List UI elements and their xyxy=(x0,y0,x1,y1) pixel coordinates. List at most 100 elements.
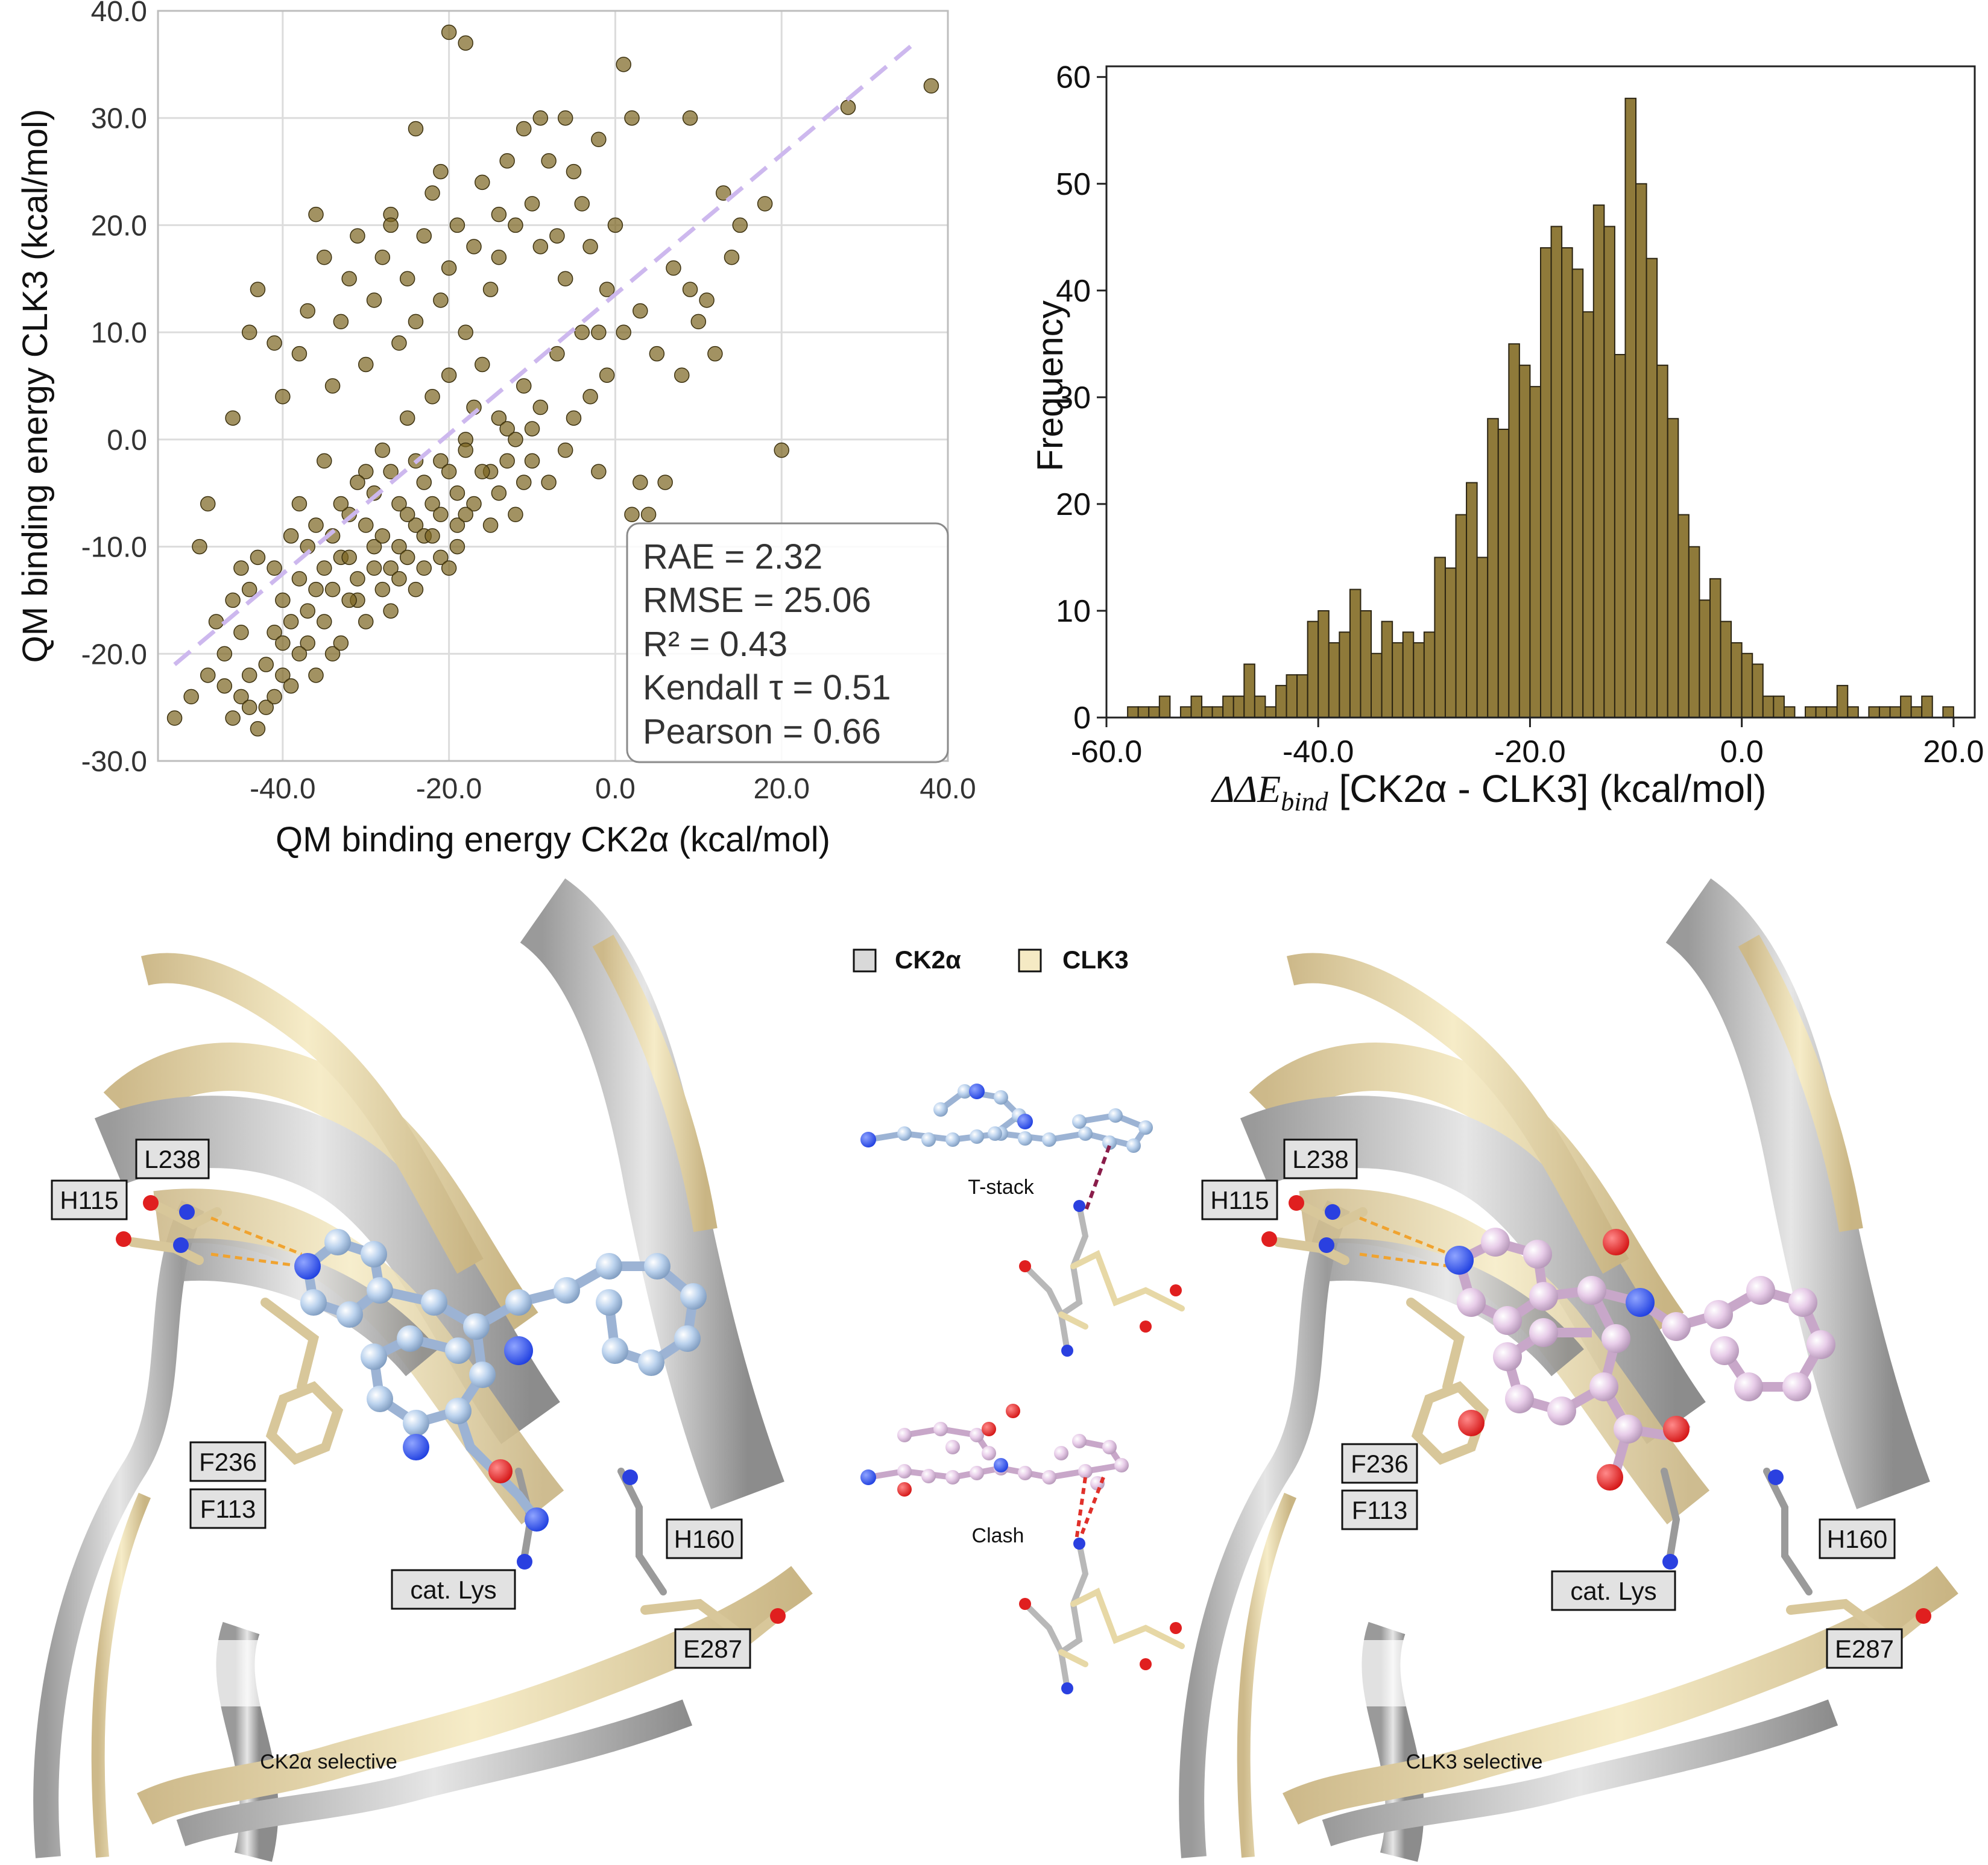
histogram-bar xyxy=(1307,620,1319,719)
histogram-y-tick-label: 20 xyxy=(1056,487,1091,522)
scatter-points xyxy=(166,24,939,737)
scatter-y-tick-label: 10.0 xyxy=(91,317,147,349)
histogram-x-tick-label: -20.0 xyxy=(1494,734,1566,769)
histogram-bar xyxy=(1434,557,1446,718)
scatter-point xyxy=(541,475,557,490)
scatter-point xyxy=(275,635,291,651)
scatter-point xyxy=(166,710,183,726)
scatter-point xyxy=(458,506,473,523)
left-caption: CK2α selective xyxy=(260,1750,397,1773)
histogram-bar xyxy=(1635,183,1647,718)
histogram-bar xyxy=(1317,610,1330,718)
scatter-point xyxy=(208,614,224,630)
scatter-point xyxy=(374,442,391,458)
histogram-bar xyxy=(1878,706,1891,718)
scatter-point xyxy=(341,271,357,287)
clash-label: Clash xyxy=(972,1524,1024,1547)
scatter-point xyxy=(499,153,515,169)
scatter-point xyxy=(233,689,249,705)
scatter-point xyxy=(200,667,216,683)
stats-rae: RAE = 2.32 xyxy=(643,537,822,576)
histogram-bar xyxy=(1296,674,1308,718)
histogram-bar xyxy=(1201,706,1213,718)
scatter-point xyxy=(574,324,590,340)
histogram-bar xyxy=(1402,631,1415,718)
histogram-frame xyxy=(1105,65,1976,719)
scatter-point xyxy=(524,421,540,437)
scatter-point xyxy=(690,314,707,330)
histogram-bar xyxy=(1360,610,1372,718)
scatter-point xyxy=(358,356,374,373)
label-h160: H160 xyxy=(674,1525,734,1553)
scatter-point xyxy=(491,206,507,222)
scatter-point xyxy=(516,121,532,137)
scatter-point xyxy=(475,174,490,191)
scatter-point xyxy=(341,592,357,608)
scatter-point xyxy=(383,603,399,619)
label-h115-right: H115 xyxy=(1210,1186,1269,1214)
scatter-point xyxy=(317,560,332,576)
legend-clk3: CLK3 xyxy=(1062,945,1129,974)
scatter-point xyxy=(532,110,549,126)
interaction-insets: CK2α CLK3 xyxy=(853,945,1185,1694)
histogram-bar xyxy=(1614,354,1626,718)
scatter-point xyxy=(291,496,308,512)
histogram-bar xyxy=(1466,482,1478,719)
histogram-bar xyxy=(1211,706,1224,718)
histogram-bar xyxy=(1423,631,1436,718)
scatter-point xyxy=(374,528,391,544)
scatter-point xyxy=(241,581,257,598)
histogram-bar xyxy=(1243,663,1255,719)
scatter-point xyxy=(508,217,523,233)
scatter-point xyxy=(524,196,540,212)
scatter-point xyxy=(408,314,424,330)
scatter-point xyxy=(192,538,207,555)
histogram-bar xyxy=(1190,695,1203,719)
scatter-point xyxy=(633,303,648,319)
scatter-point xyxy=(774,442,789,458)
label-l238: L238 xyxy=(144,1145,200,1173)
stats-box: RAE = 2.32 RMSE = 25.06 R² = 0.43 Kendal… xyxy=(626,522,949,763)
scatter-point xyxy=(324,378,341,394)
scatter-point xyxy=(333,314,349,330)
histogram-bar xyxy=(1371,652,1383,719)
histogram-bar xyxy=(1508,343,1520,718)
histogram-bar xyxy=(1900,695,1912,719)
scatter-point xyxy=(291,346,308,362)
scatter-point xyxy=(433,453,449,469)
scatter-y-tick-label: 40.0 xyxy=(91,0,147,28)
histogram-x-label-rest: [CK2α - CLK3] (kcal/mol) xyxy=(1339,767,1766,810)
histogram-bar xyxy=(1381,620,1393,719)
scatter-point xyxy=(275,389,291,405)
histogram-bar xyxy=(1773,695,1785,719)
histogram-bar xyxy=(1413,642,1425,718)
histogram-bar xyxy=(1656,364,1668,718)
scatter-point xyxy=(433,506,449,523)
histogram-bar xyxy=(1720,620,1732,719)
scatter-point xyxy=(399,410,415,426)
scatter-point xyxy=(449,517,465,533)
scatter-point xyxy=(557,442,573,458)
scatter-point xyxy=(200,496,216,512)
histogram-bar xyxy=(1889,706,1902,718)
scatter-point xyxy=(449,217,465,233)
scatter-point xyxy=(416,475,432,490)
histogram-bar xyxy=(1826,706,1838,718)
scatter-x-tick-label: -20.0 xyxy=(416,773,482,805)
scatter-point xyxy=(724,249,740,265)
stats-rmse: RMSE = 25.06 xyxy=(643,581,871,620)
scatter-point xyxy=(383,560,399,576)
scatter-y-tick-label: -10.0 xyxy=(81,532,147,564)
scatter-x-ticks: -40.0 -20.0 0.0 20.0 40.0 xyxy=(250,773,976,805)
histogram-x-tick-label: 20.0 xyxy=(1923,734,1984,769)
energy-symbol: E xyxy=(1257,768,1281,810)
label-l238-right: L238 xyxy=(1292,1145,1348,1173)
histogram-bar xyxy=(1529,386,1542,718)
scatter-point xyxy=(499,421,515,437)
scatter-point xyxy=(441,367,457,383)
residue-labels-left: L238 H115 F236 F113 cat. Lys H160 E287 xyxy=(51,1138,751,1669)
histogram-y-tick-label: 50 xyxy=(1056,167,1091,202)
scatter-point xyxy=(475,464,490,479)
histogram-y-ticks: 60 50 40 30 20 10 0 xyxy=(1056,60,1106,736)
scatter-point xyxy=(291,646,308,662)
